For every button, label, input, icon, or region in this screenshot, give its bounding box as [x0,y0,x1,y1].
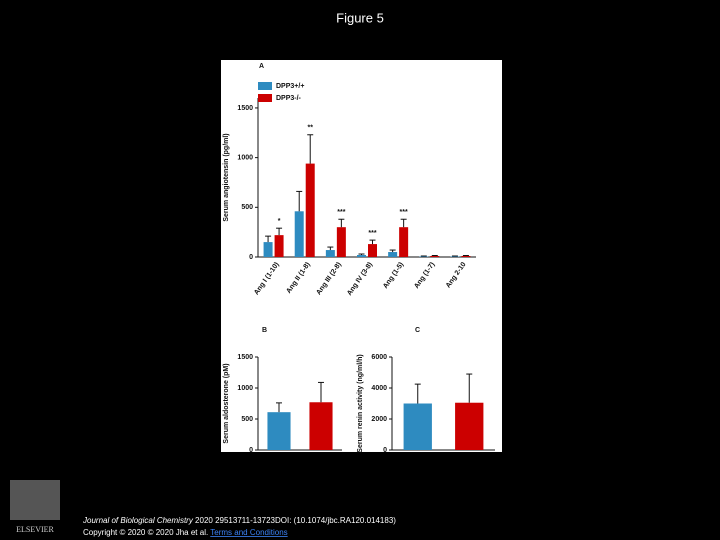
legend-label: DPP3+/+ [276,83,304,90]
y-tick-label: 500 [241,204,253,211]
logo: ELSEVIER [10,480,60,534]
bar [368,244,377,257]
bar [325,250,335,257]
bar [309,402,333,450]
citation: 2020 29513711-13723DOI: (10.1074/jbc.RA1… [193,516,396,525]
bar [403,403,432,450]
legend-swatch [258,82,272,90]
panel-label: A [259,63,264,70]
bar [357,255,366,257]
significance: ** [307,125,313,132]
panel-label: B [262,327,267,334]
y-tick-label: 0 [249,254,253,261]
y-tick-label: 1000 [237,154,253,161]
bar [305,163,315,257]
bar [294,211,304,257]
y-axis-label: Serum angiotensin (pg/ml) [223,133,230,221]
y-tick-label: 2000 [371,416,387,423]
legend-swatch [258,94,272,102]
copyright: Copyright © 2020 © 2020 Jha et al. [83,528,210,537]
bar [388,252,398,257]
panel-label: C [415,327,420,334]
significance: *** [337,209,345,216]
significance: *** [400,209,408,216]
bar [336,227,346,257]
significance: * [278,218,281,225]
y-tick-label: 6000 [371,354,387,361]
footer-citation: Journal of Biological Chemistry 2020 295… [82,516,396,525]
terms-link[interactable]: Terms and Conditions [210,528,287,537]
logo-tree [10,480,60,520]
y-tick-label: 1000 [237,385,253,392]
y-tick-label: 1500 [237,105,253,112]
bar [399,227,409,257]
logo-text: ELSEVIER [16,525,54,534]
slide-title: Figure 5 [336,10,384,25]
significance: *** [368,230,376,237]
bar [455,402,484,450]
legend-label: DPP3-/- [276,95,302,102]
y-tick-label: 4000 [371,385,387,392]
y-tick-label: 0 [383,447,387,454]
y-tick-label: 500 [241,416,253,423]
journal: Journal of Biological Chemistry [82,516,194,525]
y-axis-label: Serum renin activity (ng/ml/h) [357,354,364,452]
y-tick-label: 0 [249,447,253,454]
bar [263,242,273,257]
bar [274,235,284,257]
bar [461,256,471,257]
bar [430,256,440,257]
bar [267,412,291,450]
footer-copyright: Copyright © 2020 © 2020 Jha et al. Terms… [83,528,288,537]
y-tick-label: 1500 [237,354,253,361]
y-axis-label: Serum aldosterone (pM) [223,363,230,443]
